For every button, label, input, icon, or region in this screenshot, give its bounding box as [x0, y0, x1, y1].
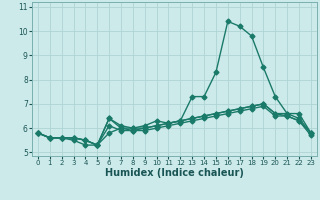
- X-axis label: Humidex (Indice chaleur): Humidex (Indice chaleur): [105, 168, 244, 178]
